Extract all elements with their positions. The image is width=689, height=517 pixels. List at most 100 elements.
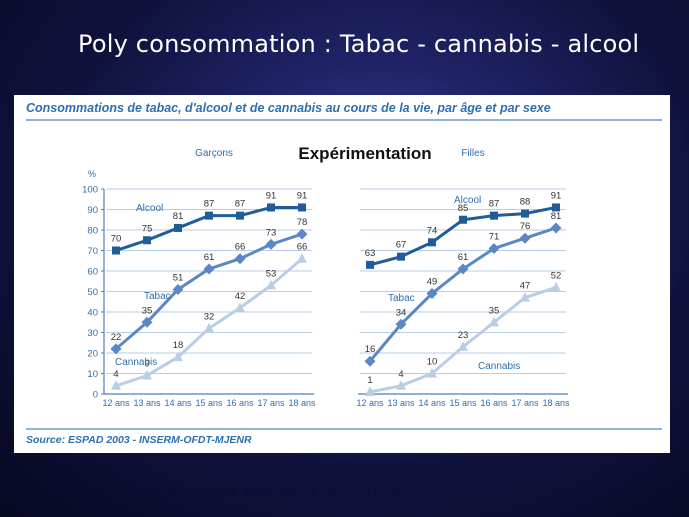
data-point-alcool bbox=[205, 211, 213, 220]
data-point-tabac bbox=[141, 316, 153, 328]
x-tick-label: 14 ans bbox=[418, 398, 446, 408]
data-point-cannabis bbox=[266, 279, 276, 290]
x-tick-label: 16 ans bbox=[480, 398, 508, 408]
slide-title: Poly consommation : Tabac - cannabis - a… bbox=[78, 30, 640, 58]
panel-title: Consommations de tabac, d'alcool et de c… bbox=[26, 101, 551, 115]
data-label-tabac: 49 bbox=[427, 277, 438, 288]
data-point-cannabis bbox=[365, 386, 375, 396]
data-point-alcool bbox=[459, 215, 467, 224]
data-label-tabac: 34 bbox=[396, 307, 407, 318]
y-tick-label: 40 bbox=[87, 308, 98, 319]
data-point-cannabis bbox=[489, 316, 499, 327]
x-tick-label: 14 ans bbox=[164, 398, 192, 408]
series-label-alcool: Alcool bbox=[136, 203, 163, 214]
series-label-cannabis: Cannabis bbox=[115, 357, 157, 368]
data-label-alcool: 91 bbox=[297, 190, 308, 201]
chart-title-1: Garçons bbox=[195, 148, 233, 159]
data-point-alcool bbox=[298, 203, 306, 212]
data-point-cannabis bbox=[396, 380, 406, 390]
data-label-cannabis: 66 bbox=[297, 242, 308, 253]
data-point-cannabis bbox=[235, 302, 245, 312]
data-label-cannabis: 47 bbox=[520, 281, 531, 292]
data-label-cannabis: 1 bbox=[367, 375, 372, 386]
data-label-cannabis: 4 bbox=[398, 369, 403, 380]
data-point-alcool bbox=[112, 246, 120, 255]
data-label-alcool: 87 bbox=[235, 199, 246, 210]
x-tick-label: 18 ans bbox=[288, 398, 316, 408]
panel-rule-top bbox=[26, 119, 662, 121]
data-label-tabac: 35 bbox=[142, 305, 153, 316]
data-label-alcool: 67 bbox=[396, 240, 407, 251]
data-label-alcool: 81 bbox=[173, 211, 184, 222]
x-tick-label: 13 ans bbox=[387, 398, 415, 408]
y-tick-label: 0 bbox=[93, 390, 98, 401]
data-point-tabac bbox=[296, 228, 308, 240]
data-point-tabac bbox=[457, 263, 469, 275]
x-tick-label: 15 ans bbox=[195, 398, 223, 408]
data-point-tabac bbox=[550, 222, 562, 234]
data-label-cannabis: 52 bbox=[551, 270, 562, 281]
data-label-cannabis: 35 bbox=[489, 305, 500, 316]
data-label-tabac: 81 bbox=[551, 211, 562, 222]
data-point-alcool bbox=[521, 209, 529, 218]
y-tick-label: 100 bbox=[82, 185, 98, 196]
data-label-tabac: 61 bbox=[458, 252, 469, 263]
data-label-tabac: 71 bbox=[489, 231, 500, 242]
data-point-tabac bbox=[519, 232, 531, 244]
series-label-tabac: Tabac bbox=[388, 293, 415, 304]
x-tick-label: 12 ans bbox=[102, 398, 130, 408]
data-label-tabac: 73 bbox=[266, 227, 277, 238]
data-label-cannabis: 18 bbox=[173, 340, 184, 351]
source-note: Source: ESPAD 2003 - INSERM-OFDT-MJENR bbox=[26, 434, 252, 446]
x-tick-label: 13 ans bbox=[133, 398, 161, 408]
x-tick-label: 16 ans bbox=[226, 398, 254, 408]
x-tick-label: 17 ans bbox=[511, 398, 539, 408]
data-label-tabac: 51 bbox=[173, 272, 184, 283]
data-point-alcool bbox=[490, 211, 498, 220]
data-point-tabac bbox=[488, 242, 500, 254]
data-point-cannabis bbox=[204, 322, 214, 333]
y-tick-label: 70 bbox=[87, 246, 98, 257]
data-label-cannabis: 4 bbox=[113, 369, 118, 380]
data-point-cannabis bbox=[142, 370, 152, 380]
data-label-alcool: 70 bbox=[111, 234, 122, 245]
data-point-tabac bbox=[110, 343, 122, 355]
data-point-alcool bbox=[366, 260, 374, 269]
x-tick-label: 17 ans bbox=[257, 398, 285, 408]
y-tick-label: 80 bbox=[87, 226, 98, 237]
data-label-cannabis: 10 bbox=[427, 357, 438, 368]
x-tick-label: 12 ans bbox=[356, 398, 384, 408]
y-tick-label: 50 bbox=[87, 287, 98, 298]
data-point-alcool bbox=[428, 238, 436, 247]
y-tick-label: 90 bbox=[87, 205, 98, 216]
x-tick-label: 15 ans bbox=[449, 398, 477, 408]
data-label-cannabis: 42 bbox=[235, 291, 246, 302]
data-label-alcool: 74 bbox=[427, 225, 438, 236]
data-point-alcool bbox=[236, 211, 244, 220]
data-point-tabac bbox=[234, 253, 246, 265]
y-tick-label: 30 bbox=[87, 328, 98, 339]
data-point-tabac bbox=[364, 355, 376, 367]
data-point-cannabis bbox=[551, 281, 561, 292]
data-label-alcool: 85 bbox=[458, 203, 469, 214]
data-label-alcool: 91 bbox=[266, 190, 277, 201]
data-point-tabac bbox=[395, 318, 407, 330]
data-label-alcool: 91 bbox=[551, 190, 562, 201]
data-label-alcool: 75 bbox=[142, 223, 153, 234]
y-axis-unit: % bbox=[88, 169, 96, 179]
data-label-alcool: 87 bbox=[489, 199, 500, 210]
data-label-alcool: 63 bbox=[365, 248, 376, 259]
data-point-tabac bbox=[172, 283, 184, 295]
series-label-tabac: Tabac bbox=[144, 291, 171, 302]
data-label-cannabis: 53 bbox=[266, 268, 277, 279]
data-label-alcool: 88 bbox=[520, 197, 531, 208]
data-label-cannabis: 23 bbox=[458, 330, 469, 341]
chart-title-2: Filles bbox=[461, 148, 484, 159]
data-label-cannabis: 9 bbox=[144, 359, 149, 370]
data-label-tabac: 61 bbox=[204, 252, 215, 263]
line-charts: Expérimentation Garçons% 0 10 20 30 40 50 60 70 80… bbox=[82, 144, 570, 408]
data-point-cannabis bbox=[111, 380, 121, 390]
y-tick-label: 60 bbox=[87, 267, 98, 278]
data-label-tabac: 16 bbox=[365, 344, 376, 355]
data-point-tabac bbox=[426, 288, 438, 300]
